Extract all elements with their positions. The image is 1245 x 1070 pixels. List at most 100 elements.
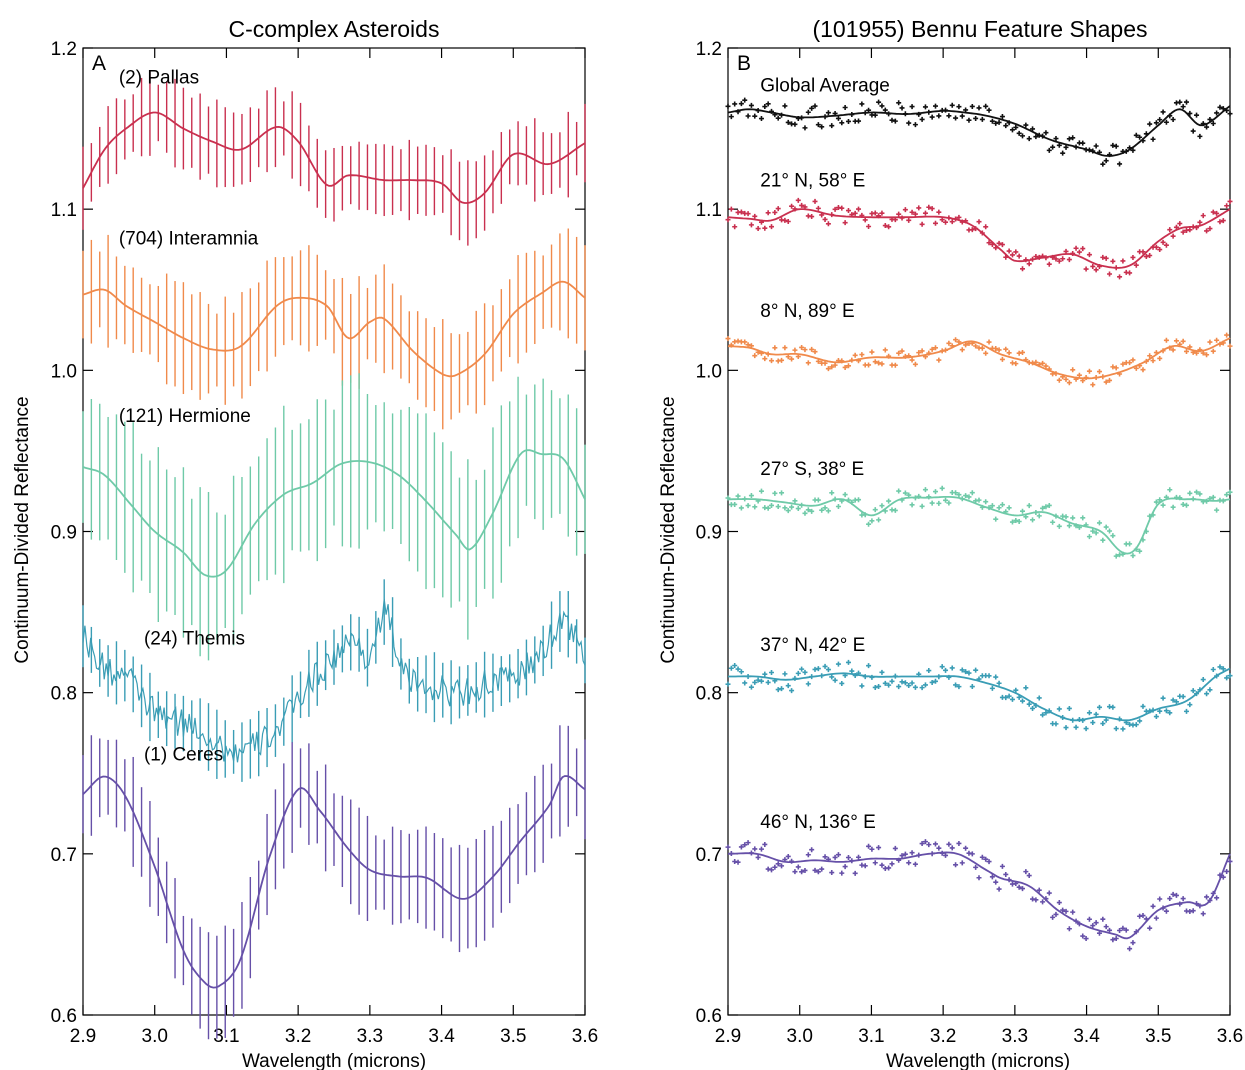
panel-b-series-0-point [802, 125, 808, 131]
panel-b-y-tick-label: 1.2 [696, 39, 722, 60]
panel-b-series-2-point [1227, 343, 1233, 349]
panel-b-series-2-point [1163, 337, 1169, 343]
panel-b-series-2-point [1076, 372, 1082, 378]
panel-a-xlabel: Wavelength (microns) [242, 1051, 426, 1070]
panel-b-series-5-point [866, 843, 872, 849]
panel-b-series-5-point [1163, 908, 1169, 914]
panel-a-x-tick-label: 3.3 [357, 1026, 383, 1047]
panel-b-series-4-point [822, 663, 828, 669]
panel-b-series-4-point [899, 679, 905, 685]
panel-b-series-5-point [993, 879, 999, 885]
panel-b-series-1-point [939, 217, 945, 223]
panel-b-series-0-point [1066, 136, 1072, 142]
panel-b-series-0-point [745, 113, 751, 119]
panel-b-x-tick-label: 3.2 [930, 1026, 956, 1047]
panel-b-series-3-point [842, 492, 848, 498]
panel-b-series-3-point [1043, 504, 1049, 510]
panel-b-series-0-point [1163, 119, 1169, 125]
panel-b-series-4-point [1056, 706, 1062, 712]
panel-b-series-4-point [1160, 695, 1166, 701]
panel-b-series-2-point [1183, 348, 1189, 354]
panel-b-series-0-point [953, 115, 959, 121]
panel-b-series-5-point [953, 862, 959, 868]
panel-b-series-3-point [892, 507, 898, 513]
panel-b-series-4-point [1217, 664, 1223, 670]
panel-b-series-4-point [989, 685, 995, 691]
panel-b-series-4-point [765, 679, 771, 685]
panel-b-series-0-point [1053, 136, 1059, 142]
panel-b-series-2-point [1207, 339, 1213, 345]
panel-b-series-0-point [1130, 147, 1136, 153]
panel-b-series-1-point [1197, 219, 1203, 225]
panel-b-series-5-point [1187, 909, 1193, 915]
panel-b-series-2-point [1090, 382, 1096, 388]
panel-b-series-2-point [993, 345, 999, 351]
panel-b-series-1-point [949, 219, 955, 225]
panel-b-series-2-point [986, 339, 992, 345]
panel-b-series-2-point [812, 349, 818, 355]
panel-b-series-3-point [1187, 490, 1193, 496]
panel-b-series-4-point [1096, 704, 1102, 710]
panel-b-series-1-point [1100, 254, 1106, 260]
panel-b-series-2-point [963, 342, 969, 348]
panel-b-series-3-point [819, 507, 825, 513]
panel-b-series-2-point [919, 348, 925, 354]
panel-a-series-3-line [82, 598, 586, 763]
panel-b-series-4-point [832, 677, 838, 683]
panel-b-series-3-point [1020, 508, 1026, 514]
panel-b-series-0-fit-line [727, 105, 1231, 157]
panel-a-series-1-label: (704) Interamnia [119, 229, 259, 250]
panel-b-series-5-point [852, 870, 858, 876]
panel-b-series-4-point [728, 665, 734, 671]
panel-b-series-1-point [1200, 213, 1206, 219]
panel-b-series-5-point [912, 861, 918, 867]
panel-b-series-3-point [943, 497, 949, 503]
panel-b-series-3-point [782, 505, 788, 511]
panel-b-series-2-fit-line [727, 337, 1231, 380]
panel-b-series-2-point [872, 359, 878, 365]
panel-b-y-tick-label: 1.1 [696, 200, 722, 221]
panel-b-series-0-point [762, 104, 768, 110]
panel-b-series-1-point [732, 224, 738, 230]
panel-b-series-3-point [1086, 534, 1092, 540]
panel-b-series-1-point [969, 227, 975, 233]
panel-b-series-5-point [1204, 894, 1210, 900]
panel-b-title: (101955) Bennu Feature Shapes [812, 16, 1147, 42]
panel-b-series-5-point [1140, 913, 1146, 919]
panel-b-series-0-point [819, 124, 825, 130]
panel-b-x-tick-label: 3.3 [1002, 1026, 1028, 1047]
panel-a-series-0-label: (2) Pallas [119, 67, 199, 88]
panel-b-series-1-point [1160, 239, 1166, 245]
panel-b-series-1-point [922, 210, 928, 216]
panel-b-series-5-point [1153, 915, 1159, 921]
panel-b-series-4-point [996, 680, 1002, 686]
panel-b-series-0-point [976, 105, 982, 111]
panel-b-series-1-point [983, 224, 989, 230]
panel-b-x-tick-label: 3.0 [787, 1026, 813, 1047]
panel-b-series-3-point [775, 504, 781, 510]
panel-b-series-1-point [1180, 229, 1186, 235]
panel-b-series-0-point [1043, 130, 1049, 136]
panel-b-series-5-point [1173, 892, 1179, 898]
panel-b-series-3-point [983, 499, 989, 505]
panel-b-series-4-point [956, 684, 962, 690]
panel-b-series-5-point [902, 851, 908, 857]
panel-b-series-5-point [792, 869, 798, 875]
panel-b-series-0-point [728, 114, 734, 120]
panel-b-series-0-point [996, 119, 1002, 125]
panel-b-series-2-point [845, 363, 851, 369]
panel-b-series-3-point [1046, 502, 1052, 508]
panel-b-series-4-point [1030, 705, 1036, 711]
panel-b-series-2-point [789, 356, 795, 362]
panel-b-series-4-point [1187, 702, 1193, 708]
panel-b-series-4-point [902, 680, 908, 686]
panel-b-series-4-point [1180, 694, 1186, 700]
panel-b-series-4-point [1140, 703, 1146, 709]
panel-b-series-3-point [1170, 504, 1176, 510]
panel-b-series-1-point [1026, 261, 1032, 267]
panel-a-x-tick-label: 3.6 [572, 1026, 598, 1047]
panel-b-series-5-point [809, 847, 815, 853]
panel-b-series-1-point [882, 223, 888, 229]
panel-b-series-2-point [1147, 353, 1153, 359]
panel-b-series-0-point [946, 113, 952, 119]
